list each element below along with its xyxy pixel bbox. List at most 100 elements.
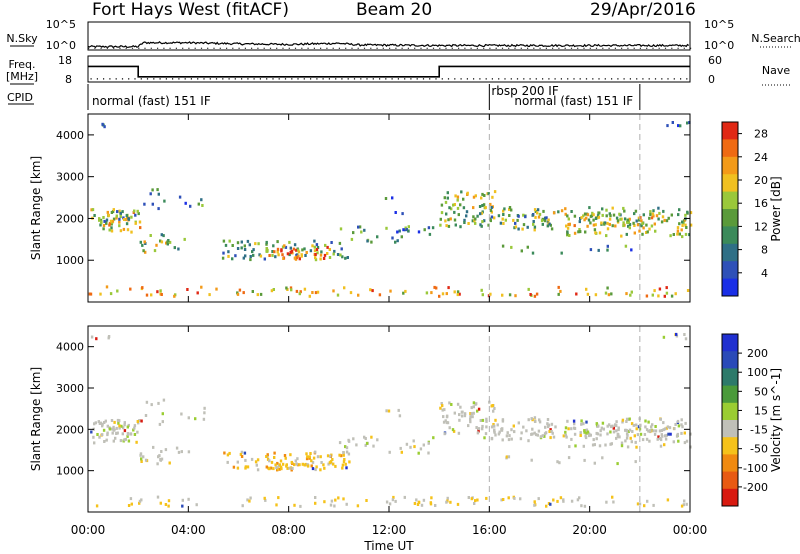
velocity-echo-cluster-2 xyxy=(98,419,139,437)
nsearch-tick-hi: 10^5 xyxy=(704,18,734,31)
velocity-echo-cluster-17 xyxy=(662,332,688,341)
xtick-label-2: 08:00 xyxy=(271,523,306,537)
velocity-ylabel: Slant Range [km] xyxy=(29,367,43,471)
power-echo-cluster-5 xyxy=(143,188,166,211)
power-colorbar-swatch xyxy=(722,122,738,140)
velocity-ytick-label-2000: 2000 xyxy=(56,423,84,436)
freq-label: Freq. xyxy=(8,58,35,71)
velocity-colorbar-swatch xyxy=(722,437,738,455)
velocity-colorbar-frame xyxy=(721,333,739,507)
nsky-tick-hi: 10^5 xyxy=(46,18,76,31)
power-heatmap-group xyxy=(88,114,693,302)
velocity-heatmap-group xyxy=(88,326,692,512)
power-echo-cluster-4 xyxy=(149,233,186,244)
velocity-colorbar-swatch xyxy=(722,488,738,507)
xtick-label-4: 16:00 xyxy=(472,523,507,537)
power-colorbar-swatch xyxy=(722,261,738,280)
velocity-colorbar-swatch xyxy=(722,368,738,387)
power-colorbar-swatch xyxy=(722,243,738,262)
velocity-colorbar-swatch xyxy=(722,471,738,490)
power-echo-cluster-8 xyxy=(265,243,335,261)
velocity-colorbar-label--200: -200 xyxy=(743,481,768,494)
nsky-panel-frame xyxy=(87,21,691,51)
power-echo-cluster-16 xyxy=(101,122,106,129)
power-colorbar-label-4: 4 xyxy=(761,267,768,280)
velocity-ytick-label-3000: 3000 xyxy=(56,382,84,395)
xaxis-title: Time UT xyxy=(363,539,414,553)
velocity-echo-cluster-18 xyxy=(95,495,688,508)
velocity-colorbar-label-50: 50 xyxy=(754,385,768,398)
cpid-segment-1: normal (fast) 151 IF xyxy=(92,94,211,108)
velocity-colorbar-label-100: 100 xyxy=(747,366,768,379)
nsearch-tick-lo: 10^0 xyxy=(704,39,734,52)
velocity-echo-cluster-11 xyxy=(439,400,497,441)
velocity-echo-cluster-4 xyxy=(152,445,191,454)
power-colorbar-swatch xyxy=(722,226,738,245)
power-colorbar-label-16: 16 xyxy=(754,197,768,210)
xtick-label-1: 04:00 xyxy=(171,523,206,537)
velocity-echo-cluster-15 xyxy=(505,455,637,466)
freq-tick-hi: 18 xyxy=(58,54,72,67)
velocity-colorbar-swatch xyxy=(722,334,738,352)
freq-panel-frame xyxy=(87,55,691,83)
cpid-segment-3: normal (fast) 151 IF xyxy=(514,94,633,108)
power-echo-cluster-13 xyxy=(531,206,693,228)
velocity-colorbar-label--15: -15 xyxy=(750,424,768,437)
xtick-label-3: 12:00 xyxy=(372,523,407,537)
power-echo-cluster-18 xyxy=(88,285,690,298)
power-colorbar-frame xyxy=(721,121,739,297)
velocity-colorbar-label--100: -100 xyxy=(743,462,768,475)
nave-tick-hi: 60 xyxy=(708,54,722,67)
nsearch-label: N.Search xyxy=(751,32,800,45)
velocity-colorbar-swatch xyxy=(722,420,738,438)
cpid-label: CPID xyxy=(7,91,33,104)
power-ytick-label-3000: 3000 xyxy=(56,171,84,184)
freq-series-line xyxy=(88,65,690,78)
velocity-colorbar-title: Velocity [m s^-1] xyxy=(769,368,783,472)
velocity-colorbar-swatch xyxy=(722,454,738,473)
velocity-panel-bg xyxy=(88,326,690,512)
velocity-echo-cluster-3 xyxy=(139,452,171,466)
freq-tick-lo: 8 xyxy=(65,73,72,86)
velocity-echo-cluster-7 xyxy=(223,450,351,472)
freq-unit-label: [MHz] xyxy=(6,70,38,83)
velocity-echo-cluster-5 xyxy=(144,398,166,426)
power-echo-cluster-2 xyxy=(100,208,139,226)
velocity-echo-cluster-9 xyxy=(338,435,435,455)
power-colorbar-swatch xyxy=(722,278,738,297)
velocity-colorbar-label-200: 200 xyxy=(747,347,768,360)
power-echo-cluster-17 xyxy=(666,121,691,128)
cpid-segment-2: rbsp 200 IF xyxy=(491,84,558,98)
power-colorbar-swatch xyxy=(722,174,738,193)
xtick-label-5: 20:00 xyxy=(572,523,607,537)
velocity-echo-cluster-12 xyxy=(490,416,556,443)
nsky-label: N.Sky xyxy=(6,32,38,45)
power-echo-cluster-10 xyxy=(384,196,404,216)
velocity-ytick-label-1000: 1000 xyxy=(56,465,84,478)
velocity-echo-cluster-8 xyxy=(265,454,335,472)
power-panel-bg xyxy=(88,114,690,302)
power-echo-cluster-6 xyxy=(178,195,204,208)
velocity-colorbar-swatch xyxy=(722,402,738,421)
power-colorbar-label-8: 8 xyxy=(761,244,768,257)
nave-label: Nave xyxy=(762,64,790,77)
power-colorbar-label-20: 20 xyxy=(754,174,768,187)
xtick-label-6: 00:00 xyxy=(673,523,708,537)
velocity-colorbar-swatch xyxy=(722,351,738,369)
date-label: 29/Apr/2016 xyxy=(590,0,696,20)
power-colorbar-label-28: 28 xyxy=(754,128,768,141)
power-echo-cluster-15 xyxy=(501,244,633,255)
power-colorbar-swatch xyxy=(722,209,738,227)
power-colorbar-swatch xyxy=(722,191,738,210)
beam-label: Beam 20 xyxy=(356,0,433,20)
power-colorbar-swatch xyxy=(722,156,738,175)
power-colorbar-swatch xyxy=(722,139,738,158)
power-colorbar-label-12: 12 xyxy=(754,220,768,233)
power-echo-cluster-12 xyxy=(489,206,554,232)
velocity-colorbar-label-15: 15 xyxy=(754,404,768,417)
velocity-colorbar-label--50: -50 xyxy=(750,443,768,456)
power-ylabel: Slant Range [km] xyxy=(29,156,43,260)
power-echo-cluster-9 xyxy=(339,225,435,244)
power-echo-cluster-3 xyxy=(139,239,180,254)
